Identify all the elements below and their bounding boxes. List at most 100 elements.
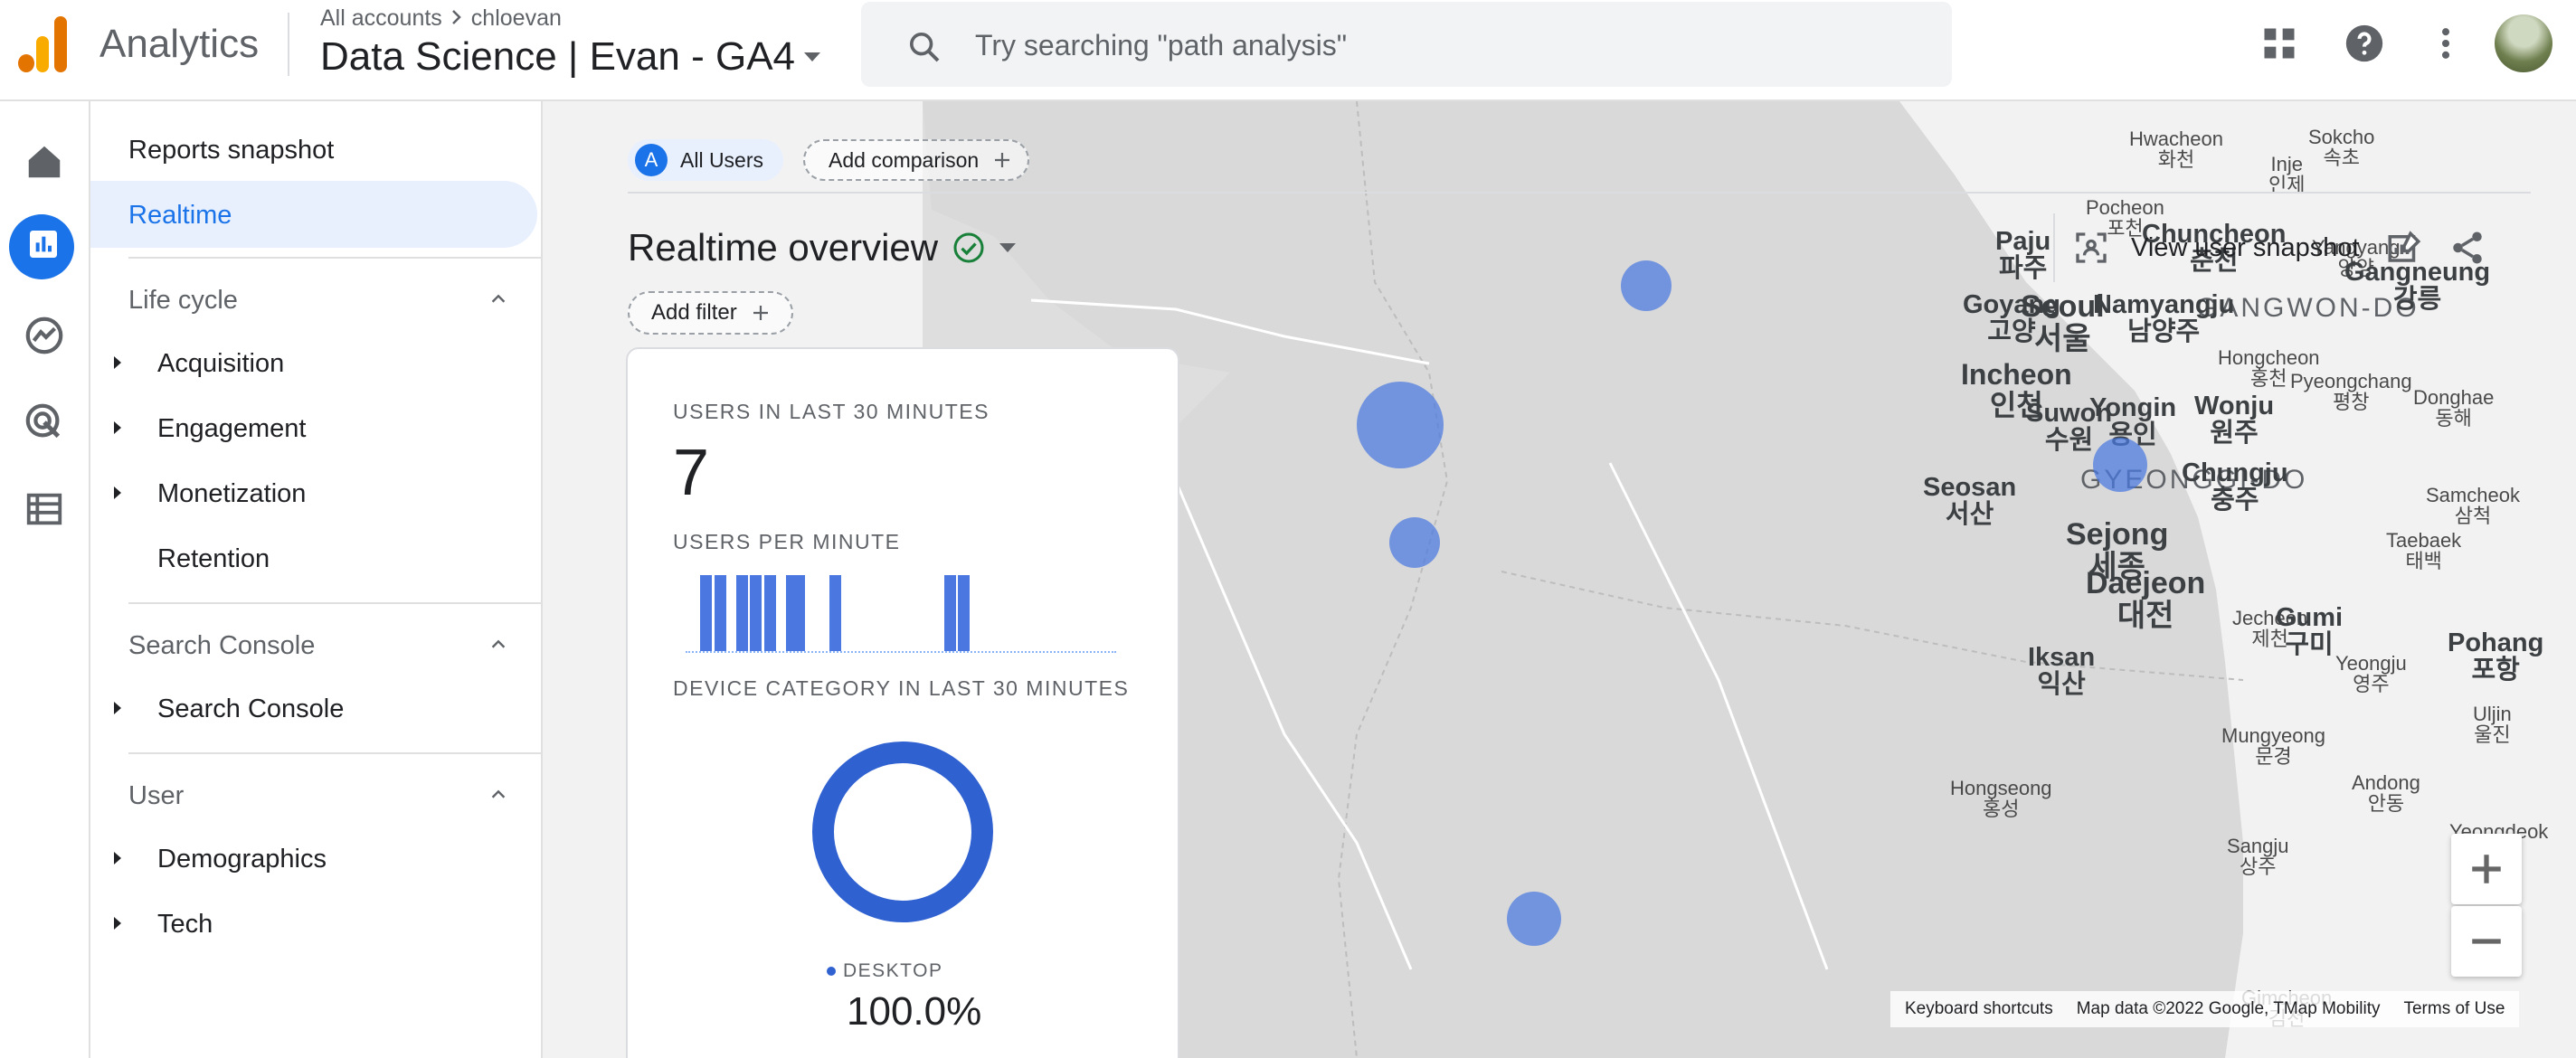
map-town-inje: Inje 인제 <box>2268 153 2306 197</box>
help-icon[interactable] <box>2344 24 2384 63</box>
nav-demographics[interactable]: Demographics <box>157 845 327 874</box>
search-input[interactable]: Try searching "path analysis" <box>975 29 1348 61</box>
caret-down-icon <box>804 52 821 61</box>
users-per-minute-chart[interactable] <box>686 575 1116 653</box>
map-town-yangyang: Yangyang 양양 <box>2312 236 2401 280</box>
realtime-users-card: USERS IN LAST 30 MINUTES 7 USERS PER MIN… <box>626 347 1179 1058</box>
per-minute-bar[interactable] <box>829 575 841 651</box>
map-city-paju: Paju 파주 <box>1995 227 2051 284</box>
more-vert-icon[interactable] <box>2426 24 2466 63</box>
user-location-bubble[interactable] <box>1389 517 1440 568</box>
nav-monetization[interactable]: Monetization <box>157 479 307 508</box>
map-town-hongseong: Hongseong 홍성 <box>1950 777 2052 821</box>
legend-dot <box>827 967 836 976</box>
property-selector[interactable]: Data Science | Evan - GA4 <box>320 34 821 80</box>
per-minute-bar[interactable] <box>764 575 777 651</box>
map-city-wonju: Wonju 원주 <box>2194 392 2275 449</box>
add-filter-button[interactable]: Add filter <box>628 291 793 335</box>
configure-list-icon[interactable] <box>24 488 65 530</box>
expand-arrow-icon[interactable] <box>114 421 121 434</box>
user-location-bubble[interactable] <box>1507 892 1561 946</box>
map-city-seosan: Seosan 서산 <box>1923 473 2017 530</box>
explore-trend-icon[interactable] <box>24 315 65 356</box>
left-rail <box>0 101 90 1058</box>
zoom-out-button[interactable] <box>2451 906 2522 977</box>
title-dropdown-icon[interactable] <box>999 243 1017 252</box>
app-name: Analytics <box>99 22 260 66</box>
breadcrumb-account[interactable]: chloevan <box>470 5 562 31</box>
users-30min-value: 7 <box>673 437 710 509</box>
segment-label: All Users <box>680 147 764 172</box>
nav-acquisition[interactable]: Acquisition <box>157 349 285 378</box>
share-icon[interactable] <box>2448 229 2486 267</box>
chevron-up-icon[interactable] <box>488 785 508 805</box>
breadcrumb[interactable]: All accounts chloevan <box>320 5 562 32</box>
map-province-gangwon: GANGWON-DO <box>2196 293 2420 323</box>
device-category-label: DEVICE CATEGORY IN LAST 30 MINUTES <box>673 676 1130 700</box>
nav-divider <box>128 257 554 259</box>
plus-icon <box>753 306 768 320</box>
map-town-pocheon: Pocheon 포천 <box>2086 196 2164 241</box>
map-city-daejeon: Daejeon 대전 <box>2086 566 2206 633</box>
nav-realtime[interactable]: Realtime <box>128 201 232 230</box>
per-minute-bar[interactable] <box>786 575 799 651</box>
add-comparison-button[interactable]: Add comparison <box>803 139 1030 181</box>
terms-of-use-link[interactable]: Terms of Use <box>2403 999 2505 1018</box>
per-minute-bar[interactable] <box>699 575 712 651</box>
panel-divider <box>541 101 543 1058</box>
minus-icon <box>2472 939 2501 944</box>
user-location-bubble[interactable] <box>2093 438 2147 492</box>
map-city-namyangju: Namyangju 남양주 <box>2093 290 2235 347</box>
device-percentage: 100.0% <box>847 989 982 1034</box>
zoom-in-button[interactable] <box>2451 834 2522 904</box>
users-30min-label: USERS IN LAST 30 MINUTES <box>673 400 990 423</box>
nav-tech[interactable]: Tech <box>157 910 213 939</box>
expand-arrow-icon[interactable] <box>114 852 121 864</box>
advertising-target-icon[interactable] <box>24 401 65 443</box>
section-search-console[interactable]: Search Console <box>128 631 316 660</box>
analytics-logo-icon[interactable] <box>18 16 69 72</box>
per-minute-bar[interactable] <box>750 575 762 651</box>
apps-grid-icon[interactable] <box>2259 24 2299 63</box>
device-donut-chart[interactable] <box>812 742 993 922</box>
user-location-bubble[interactable] <box>1621 260 1672 311</box>
reports-bar-chart-icon[interactable] <box>25 226 62 262</box>
segment-all-users[interactable]: A All Users <box>628 139 784 181</box>
section-life-cycle[interactable]: Life cycle <box>128 286 238 315</box>
user-location-bubble[interactable] <box>1357 382 1444 468</box>
expand-arrow-icon[interactable] <box>114 486 121 499</box>
map-town-hongcheon: Hongcheon 홍천 <box>2218 346 2320 391</box>
expand-arrow-icon[interactable] <box>114 702 121 714</box>
view-user-snapshot-label: View user snapshot <box>2131 232 2360 262</box>
per-minute-bar[interactable] <box>714 575 726 651</box>
nav-realtime-highlight[interactable] <box>90 181 537 248</box>
map-city-pohang: Pohang 포항 <box>2448 628 2544 685</box>
nav-engagement[interactable]: Engagement <box>157 414 307 443</box>
search-bar[interactable]: Try searching "path analysis" <box>861 2 1952 87</box>
map-town-sokcho: Sokcho 속초 <box>2308 126 2375 170</box>
per-minute-bar[interactable] <box>958 575 971 651</box>
map-city-yongin: Yongin 용인 <box>2089 393 2177 450</box>
per-minute-bar[interactable] <box>943 575 956 651</box>
keyboard-shortcuts-link[interactable]: Keyboard shortcuts <box>1905 999 2053 1018</box>
home-icon[interactable] <box>24 141 65 183</box>
per-minute-bar[interactable] <box>735 575 748 651</box>
view-user-snapshot-button[interactable]: View user snapshot <box>2073 230 2360 266</box>
nav-reports-snapshot[interactable]: Reports snapshot <box>128 136 335 165</box>
edit-report-icon[interactable] <box>2385 229 2423 267</box>
nav-retention[interactable]: Retention <box>157 544 270 573</box>
section-user[interactable]: User <box>128 781 185 810</box>
breadcrumb-all-accounts[interactable]: All accounts <box>320 5 442 31</box>
avatar[interactable] <box>2495 14 2552 72</box>
nav-search-console[interactable]: Search Console <box>157 694 345 723</box>
chevron-up-icon[interactable] <box>488 289 508 309</box>
top-header: Analytics All accounts chloevan Data Sci… <box>0 0 2576 101</box>
map-town-sangju: Sangju 상주 <box>2227 835 2289 879</box>
expand-arrow-icon[interactable] <box>114 917 121 930</box>
map-city-sejong: Sejong 세종 <box>2066 517 2169 584</box>
device-legend: DESKTOP <box>827 960 942 982</box>
expand-arrow-icon[interactable] <box>114 356 121 369</box>
map-attribution: Keyboard shortcuts Map data ©2022 Google… <box>1890 991 2520 1027</box>
chevron-up-icon[interactable] <box>488 635 508 655</box>
nav-divider <box>128 602 554 604</box>
